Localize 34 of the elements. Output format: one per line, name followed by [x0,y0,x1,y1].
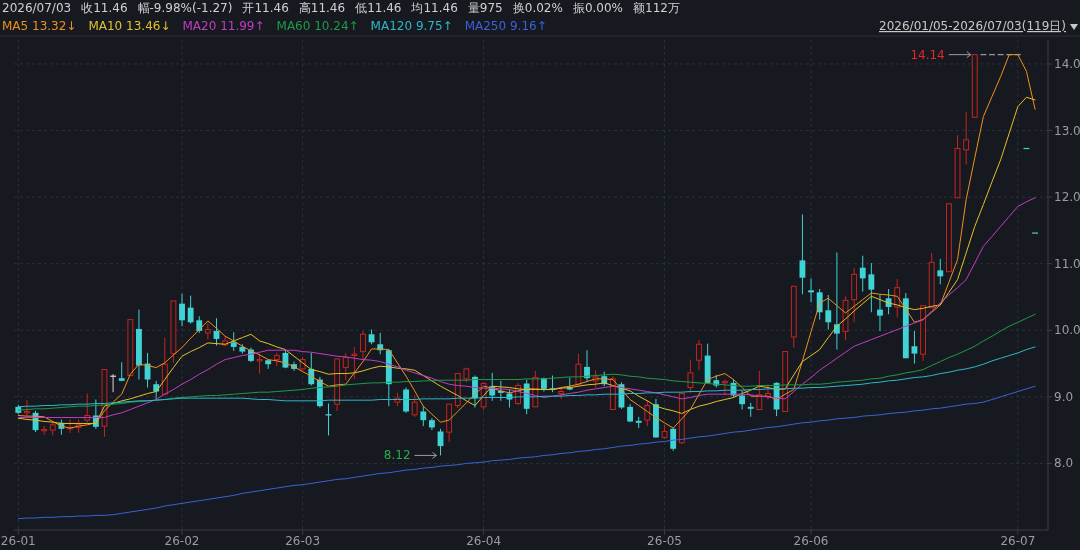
text: 低11.46 [355,1,402,15]
x-tick-label: 26-07 [1000,534,1036,548]
text: MA250 9.16↑ [464,19,547,33]
text: MA5 13.32↓ [2,19,77,33]
text: 高11.46 [298,1,346,15]
x-tick-label: 26-05 [647,534,682,548]
x-tick-label: 26-01 [0,534,36,548]
x-tick-label: 26-03 [285,534,321,548]
x-tick-label: 26-02 [164,534,200,548]
text: 收11.46 [81,1,128,15]
y-tick-label: 12.0 [1054,190,1080,205]
y-tick-label: 9.0 [1054,389,1074,404]
text: 换0.02% [512,1,563,15]
text: MA20 11.99↑ [182,19,265,33]
text: MA10 13.46↓ [88,19,171,33]
text: 量975 [467,1,503,15]
text: 额112万 [633,1,680,15]
text: 开11.46 [242,1,289,15]
text: MA60 10.24↑ [276,19,359,33]
annotation: 8.12 [383,448,411,463]
text: 振0.00% [572,1,623,15]
text: 均11.46 [410,1,458,15]
y-tick-label: 11.0 [1054,256,1080,271]
text: MA120 9.75↑ [370,19,453,33]
x-tick-label: 26-04 [466,534,502,548]
annotation: 14.14 [910,47,945,62]
text: 幅-9.98%(-1.27) [137,1,233,15]
x-tick-label: 26-06 [793,534,829,548]
y-tick-label: 8.0 [1054,456,1074,471]
y-tick-label: 10.0 [1054,323,1080,338]
text: 2026/01/05-2026/07/03(119日) [879,19,1066,33]
y-tick-label: 13.0 [1054,123,1080,138]
text: 2026/07/03 [2,1,72,15]
y-tick-label: 14.0 [1054,56,1080,71]
